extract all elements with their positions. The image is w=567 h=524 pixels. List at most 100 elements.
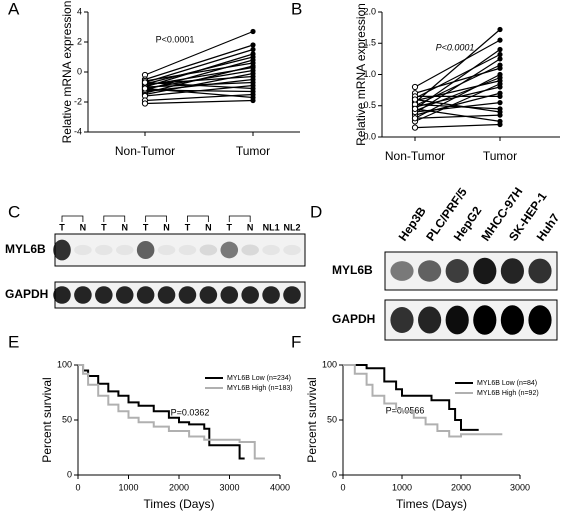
pair-line [144,72,254,96]
y-tick-label: 0 [67,469,72,479]
y-axis-label: Relative mRNA expression [60,1,74,144]
blot-strip [384,251,558,291]
lane-label: T [143,222,149,232]
row-label: GAPDH [332,312,375,326]
blot-band [445,259,469,283]
y-tick-label: 1.5 [363,38,376,48]
non-tumor-point [141,79,149,86]
lane-label: Hep3B [396,204,429,243]
y-tick-label: 0.0 [363,131,376,141]
blot-band [528,305,552,335]
y-axis-label: Percent survival [305,377,319,462]
y-axis-label: Percent survival [40,377,54,462]
non-tumor-point [411,83,419,91]
lane-label: T [101,222,107,232]
pair-line [414,108,501,122]
lane-label: NL2 [283,222,300,232]
tumor-point [497,109,503,115]
blot-band [262,244,280,256]
blot-band [199,244,218,256]
y-tick-label: 2 [77,36,82,46]
pair-line [414,53,501,99]
pair-line [144,69,254,90]
panel-letter: B [291,0,302,18]
pair-line [414,98,501,113]
panel-letter: E [8,332,19,351]
legend-label: MYL6B Low (n=84) [477,380,537,387]
pair-bracket [61,215,84,222]
tumor-point [497,37,503,43]
lane-label: N [80,222,87,232]
blot-band [220,286,239,304]
non-tumor-point [411,96,419,103]
panel-letter: F [291,332,301,351]
lane-label: T [227,222,233,232]
pair-line [414,64,501,107]
x-tick-label: 0 [340,482,345,492]
non-tumor-point [141,100,149,107]
blot-band [136,240,155,260]
tumor-point [497,26,503,33]
pair-line [144,62,254,82]
pair-line [144,93,254,102]
x-axis-label: Times (Days) [396,497,467,511]
legend-label: MYL6B High (n=183) [227,385,293,392]
lane-label: N [163,222,170,232]
y-tick-label: 100 [57,359,72,369]
x-tick-label: Non-Tumor [115,144,175,158]
x-tick-label: 2000 [169,482,189,492]
lane-label: N [247,222,254,232]
x-tick-label: 0 [75,482,80,492]
survival-curve [78,364,265,460]
pair-line [414,80,501,102]
row-label: MYL6B [332,263,373,277]
y-tick-label: 0.5 [363,100,376,110]
blot-band [241,286,259,304]
x-tick-label: Non-Tumor [385,149,445,163]
lane-label: N [121,222,128,232]
tumor-point [497,65,503,71]
blot-band [241,244,259,256]
x-tick-label: 3000 [219,482,239,492]
x-axis-label: Times (Days) [144,497,215,511]
pair-line [144,81,254,90]
survival-curve [343,364,503,438]
blot-band [95,244,113,256]
pair-line [144,87,254,99]
blot-band [418,260,442,282]
blot-band [157,286,176,304]
blot-band [136,286,155,304]
blot-band [283,286,301,304]
y-tick-label: -2 [74,96,82,106]
tumor-point [497,93,503,99]
blot-band [390,306,414,334]
panel-letter: C [8,202,20,221]
y-tick-label: 100 [322,359,337,369]
pair-line [144,56,254,85]
pair-line [144,48,254,84]
x-tick-label: 2000 [451,482,471,492]
blot-band [262,286,280,304]
non-tumor-point [411,115,419,122]
x-tick-label: 3000 [510,482,530,492]
y-axis-label: Relative mRNA expression [354,3,368,146]
blot-band [500,258,524,284]
lane-label: N [205,222,212,232]
survival-curve [78,364,245,460]
tumor-point [250,46,256,53]
y-tick-label: -4 [74,126,82,136]
non-tumor-point [141,85,149,92]
pair-bracket [103,215,126,222]
lane-label: NL1 [263,222,280,232]
pair-line [144,99,254,105]
row-label: MYL6B [5,242,46,256]
tumor-point [497,100,503,106]
p-value: P=0.0362 [171,407,210,417]
blot-band [53,239,71,261]
pair-line [414,123,501,129]
lane-label: T [185,222,191,232]
blot-band [500,305,524,335]
pair-line [414,103,501,110]
blot-band [445,305,469,335]
